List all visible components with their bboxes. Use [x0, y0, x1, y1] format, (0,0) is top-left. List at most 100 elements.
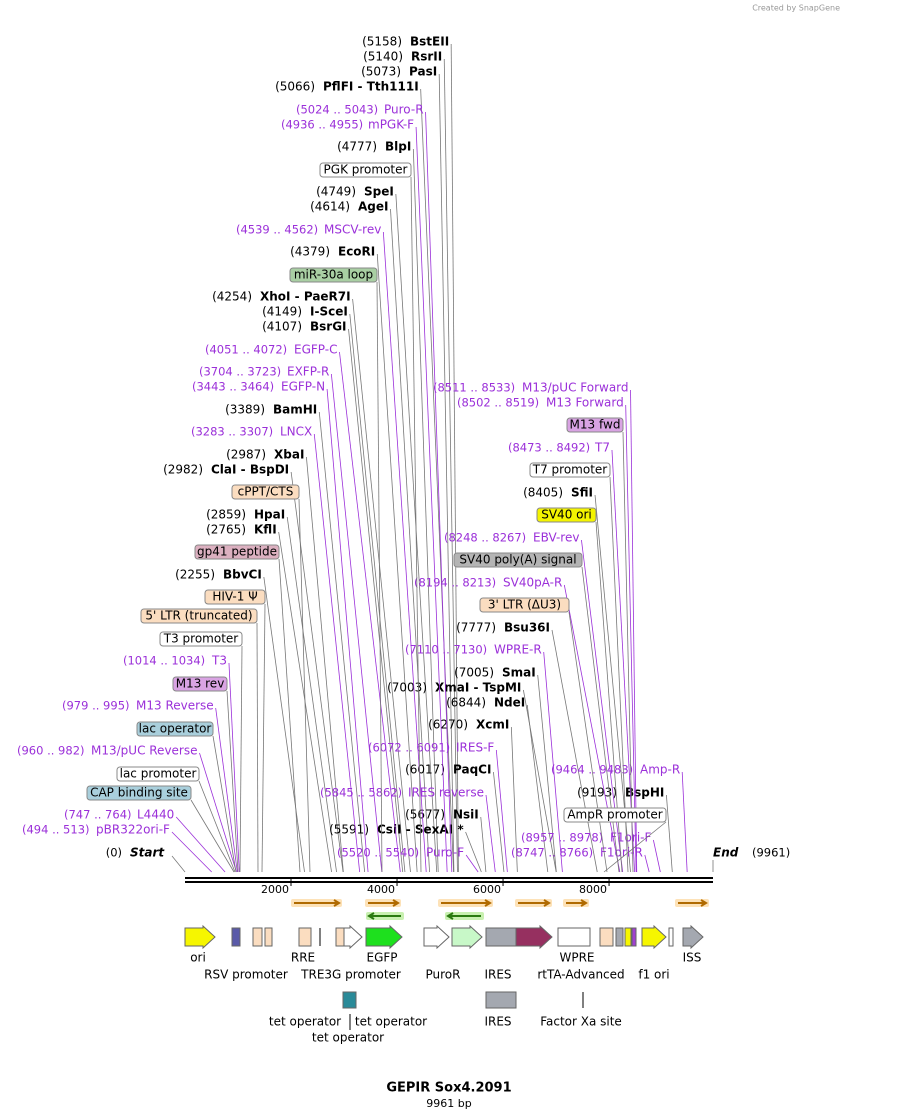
feature-box: [252, 927, 263, 947]
orf-arrow: [294, 899, 341, 907]
primer-leader: [465, 854, 479, 873]
primer-leader: [495, 749, 508, 873]
enzyme-location: (4749): [316, 185, 356, 199]
tick-label: 2000: [261, 883, 289, 896]
track-label: tet operator: [355, 1015, 427, 1029]
primer-location: (8511 .. 8533): [433, 381, 515, 395]
feature-arrow: [451, 924, 483, 950]
enzyme-name: Bsu36I: [504, 621, 550, 635]
feature-box: [453, 552, 583, 568]
primer-leader: [382, 231, 427, 873]
orf-arrow: [446, 912, 481, 920]
enzyme-name: XmaI - TspMI: [435, 681, 521, 695]
enzyme-location: (7005): [454, 666, 494, 680]
enzyme-leader: [376, 253, 418, 873]
enzyme-leader: [450, 43, 459, 873]
primer-location: (6072 .. 6091): [368, 741, 450, 755]
enzyme-leader: [443, 58, 458, 873]
feature-leader: [226, 690, 239, 873]
feature-box: [231, 927, 241, 947]
feature-leader: [568, 611, 608, 873]
enzyme-name: NdeI: [494, 696, 525, 710]
primer-leader: [199, 752, 237, 873]
feature-leader: [190, 799, 235, 873]
feature-arrow: [343, 924, 363, 950]
orf-arrow: [367, 912, 401, 920]
primer-leader: [313, 433, 361, 873]
feature-label: M13 rev: [176, 677, 225, 691]
primer-location: (5845 .. 5862): [320, 786, 402, 800]
track-label: PuroR: [426, 968, 461, 982]
feature-arrow: [365, 924, 403, 950]
feature-label: lac promoter: [120, 767, 197, 781]
primer-location: (5520 .. 5540): [337, 846, 419, 860]
primer-leader: [175, 816, 226, 873]
enzyme-location: (5073): [361, 65, 401, 79]
track-label: tet operator: [312, 1031, 384, 1045]
primer-name: IRES reverse: [408, 786, 484, 800]
enzyme-leader: [348, 328, 404, 873]
primer-leader: [228, 662, 240, 873]
feature-label: SV40 poly(A) signal: [459, 553, 576, 567]
enzyme-name: PasI: [409, 65, 437, 79]
primer-location: (1014 .. 1034): [123, 654, 205, 668]
feature-box: [335, 927, 345, 947]
primer-name: mPGK-F: [368, 118, 414, 132]
primer-leader: [326, 388, 369, 873]
feature-box: [136, 721, 214, 737]
orf-arrow: [518, 899, 551, 907]
enzyme-location: (8405): [523, 486, 563, 500]
enzyme-name: SfiI: [571, 486, 593, 500]
feature-box: [557, 927, 591, 947]
primer-leader: [630, 389, 638, 873]
primer-name: Amp-R: [640, 763, 680, 777]
enzyme-leader: [537, 674, 557, 873]
start-leader: [171, 855, 186, 873]
feature-label: gp41 peptide: [197, 545, 277, 559]
orf-arrow: [566, 899, 588, 907]
feature-label: AmpR promoter: [567, 808, 662, 822]
track-label: TRE3G promoter: [300, 968, 401, 982]
primer-leader: [330, 373, 383, 873]
enzyme-name: RsrII: [411, 50, 442, 64]
primer-name: EXFP-R: [287, 365, 329, 379]
enzyme-location: (5591): [329, 823, 369, 837]
enzyme-leader: [420, 88, 454, 873]
track-label: EGFP: [366, 951, 397, 965]
primer-location: (8957 .. 8978): [521, 831, 603, 845]
enzyme-location: (4614): [310, 200, 350, 214]
credit: Created by SnapGene: [752, 4, 840, 13]
primer-location: (3704 .. 3723): [199, 365, 281, 379]
primer-leader: [425, 111, 453, 873]
primer-name: LNCX: [280, 425, 312, 439]
primer-location: (8747 .. 8766): [511, 846, 593, 860]
track-label: Factor Xa site: [540, 1015, 622, 1029]
primer-name: F1ori-F: [610, 831, 651, 845]
feature-box: [529, 462, 611, 478]
enzyme-leader: [352, 298, 411, 873]
enzyme-location: (4254): [212, 290, 252, 304]
enzyme-leader: [526, 704, 549, 873]
tick-label: 4000: [367, 883, 395, 896]
enzyme-leader: [318, 411, 366, 873]
enzyme-name: KflI: [254, 523, 277, 537]
feature-box: [536, 507, 597, 523]
enzyme-name: XhoI - PaeR7I: [260, 290, 351, 304]
feature-box: [194, 544, 280, 560]
enzyme-name: BstEII: [410, 35, 449, 49]
enzyme-location: (7777): [456, 621, 496, 635]
feature-leader: [376, 281, 383, 873]
feature-leader: [256, 622, 259, 873]
enzyme-leader: [493, 771, 505, 873]
track-label: tet operator: [269, 1015, 341, 1029]
feature-box: [298, 927, 312, 947]
enzyme-name: BamHI: [273, 403, 317, 417]
enzyme-location: (5677): [405, 808, 445, 822]
feature-box: [631, 927, 637, 947]
primer-location: (4936 .. 4955): [281, 118, 363, 132]
feature-label: T3 promoter: [163, 632, 239, 646]
enzyme-location: (6017): [405, 763, 445, 777]
primer-leader: [415, 126, 448, 873]
primer-name: M13 Reverse: [136, 699, 214, 713]
feature-leader: [410, 176, 422, 873]
